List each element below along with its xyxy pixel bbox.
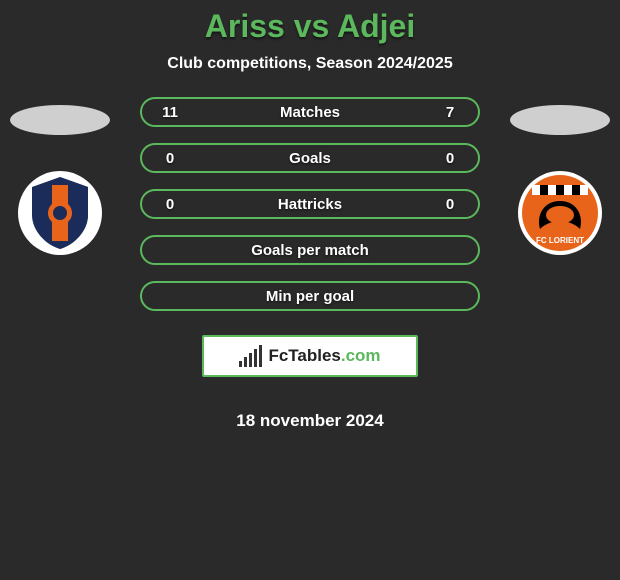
stat-right-value: 0 <box>436 196 464 213</box>
stats-column: 11 Matches 7 0 Goals 0 0 Hattricks 0 Goa… <box>120 97 500 431</box>
brand-text: FcTables.com <box>268 346 380 366</box>
club-badge-right: FC LORIENT <box>510 171 610 255</box>
stat-row-hattricks: 0 Hattricks 0 <box>140 189 480 219</box>
player-photo-placeholder-right <box>510 105 610 135</box>
stat-left-value: 0 <box>156 196 184 213</box>
date-text: 18 november 2024 <box>236 411 383 431</box>
stat-row-goals-per-match: Goals per match <box>140 235 480 265</box>
stat-left-value: 11 <box>156 104 184 121</box>
club-badge-left <box>10 171 110 255</box>
stat-label: Goals <box>184 150 436 167</box>
comparison-panel: 11 Matches 7 0 Goals 0 0 Hattricks 0 Goa… <box>0 97 620 431</box>
subtitle: Club competitions, Season 2024/2025 <box>167 55 452 73</box>
stat-right-value: 0 <box>436 150 464 167</box>
stat-row-goals: 0 Goals 0 <box>140 143 480 173</box>
brand-name: FcTables <box>268 346 340 365</box>
right-side: FC LORIENT <box>500 97 620 255</box>
page-title: Ariss vs Adjei <box>205 8 415 45</box>
stat-label: Min per goal <box>266 288 354 305</box>
left-side <box>0 97 120 255</box>
bars-icon <box>239 345 262 367</box>
svg-text:FC LORIENT: FC LORIENT <box>536 236 584 245</box>
shield-icon <box>18 171 102 255</box>
shield-icon: FC LORIENT <box>518 171 602 255</box>
stat-row-min-per-goal: Min per goal <box>140 281 480 311</box>
stat-right-value: 7 <box>436 104 464 121</box>
stat-row-matches: 11 Matches 7 <box>140 97 480 127</box>
brand-box: FcTables.com <box>202 335 418 377</box>
stat-label: Goals per match <box>251 242 369 259</box>
stat-left-value: 0 <box>156 150 184 167</box>
stat-label: Hattricks <box>184 196 436 213</box>
brand-suffix: .com <box>341 346 381 365</box>
stat-label: Matches <box>184 104 436 121</box>
player-photo-placeholder-left <box>10 105 110 135</box>
